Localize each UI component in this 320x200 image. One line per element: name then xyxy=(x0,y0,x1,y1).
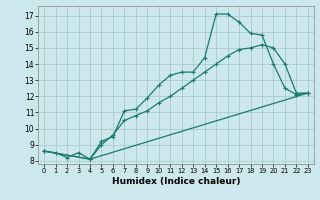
X-axis label: Humidex (Indice chaleur): Humidex (Indice chaleur) xyxy=(112,177,240,186)
